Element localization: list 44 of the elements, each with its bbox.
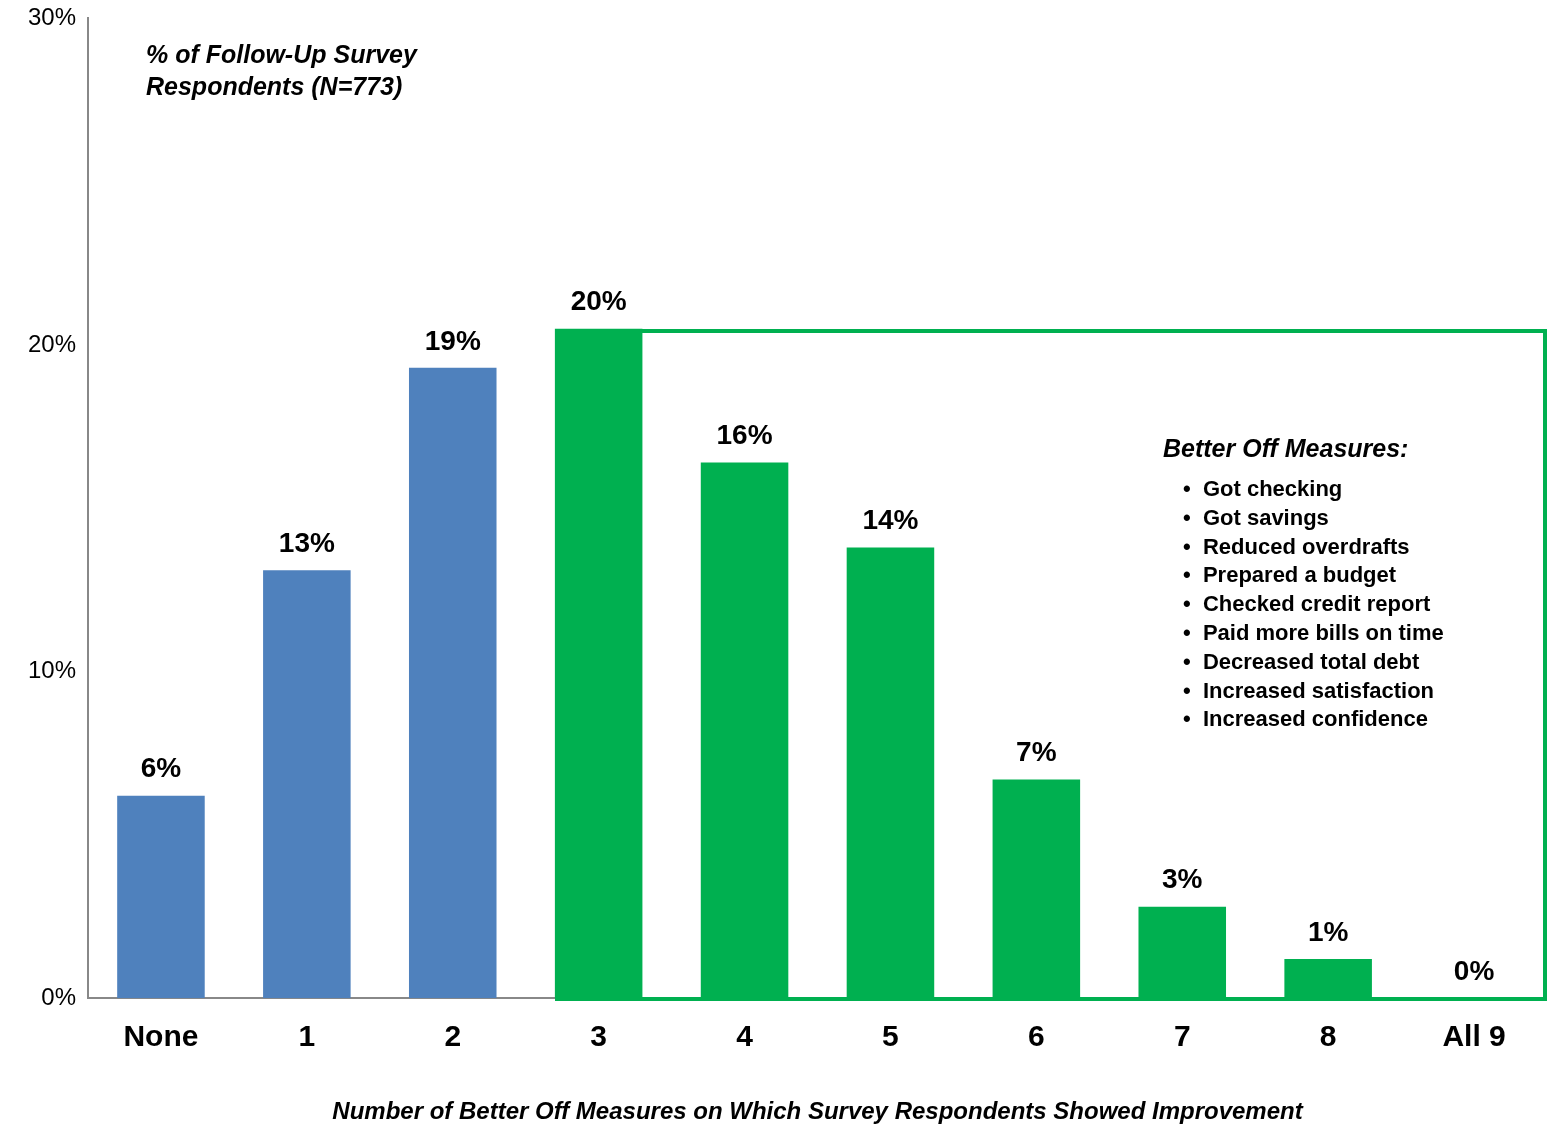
annotation: • Reduced overdrafts xyxy=(1183,532,1411,561)
y-tick-label: 30% xyxy=(27,3,76,31)
bar xyxy=(263,570,351,999)
bar xyxy=(408,367,497,999)
y-tick-label: 0% xyxy=(41,982,76,1010)
annotation: • Got checking xyxy=(1183,475,1344,503)
x-tick-label: 8 xyxy=(1319,1019,1337,1053)
data-label: 1% xyxy=(1307,915,1349,947)
x-tick-label: All 9 xyxy=(1442,1019,1506,1053)
data-label: 0% xyxy=(1453,954,1495,986)
y-tick-label: 20% xyxy=(27,329,76,357)
annotation: • Got savings xyxy=(1183,503,1330,532)
data-label: 13% xyxy=(278,527,335,559)
data-label: 6% xyxy=(140,752,182,784)
annotation: • Prepared a budget xyxy=(1183,561,1398,590)
x-tick-label: 3 xyxy=(590,1019,607,1053)
annotation: • Checked credit report xyxy=(1183,590,1432,619)
data-label: 7% xyxy=(1016,736,1057,768)
bar xyxy=(700,462,789,999)
y-axis-title: % of Follow-Up Survey Respondents (N=773) xyxy=(146,39,419,102)
bar xyxy=(117,795,205,999)
bar xyxy=(1138,906,1227,999)
x-tick-label: 2 xyxy=(444,1019,462,1053)
x-tick-label: None xyxy=(123,1019,199,1053)
annotation: • Decreased total debt xyxy=(1183,647,1421,676)
data-label: 16% xyxy=(716,419,773,451)
y-tick-label: 10% xyxy=(27,656,76,684)
data-label: 14% xyxy=(862,504,919,536)
data-label: 19% xyxy=(424,324,481,356)
x-tick-label: 1 xyxy=(298,1019,316,1053)
annotation: • Paid more bills on time xyxy=(1183,619,1444,647)
annotation: • Increased satisfaction xyxy=(1183,676,1436,705)
bar xyxy=(1284,959,1372,999)
bar xyxy=(846,547,935,999)
x-axis-title: Number of Better Off Measures on Which Survey Respondents Showed Improvement xyxy=(332,1097,1304,1125)
x-tick-label: 6 xyxy=(1028,1019,1045,1053)
annotation: • Increased confidence xyxy=(1183,705,1429,734)
bar xyxy=(992,779,1081,999)
x-tick-label: 7 xyxy=(1173,1019,1191,1053)
data-label: 20% xyxy=(570,285,627,317)
x-tick-label: 4 xyxy=(736,1019,754,1053)
data-label: 3% xyxy=(1162,863,1203,895)
annotation: Better Off Measures: xyxy=(1163,434,1410,463)
x-tick-label: 5 xyxy=(882,1019,899,1053)
